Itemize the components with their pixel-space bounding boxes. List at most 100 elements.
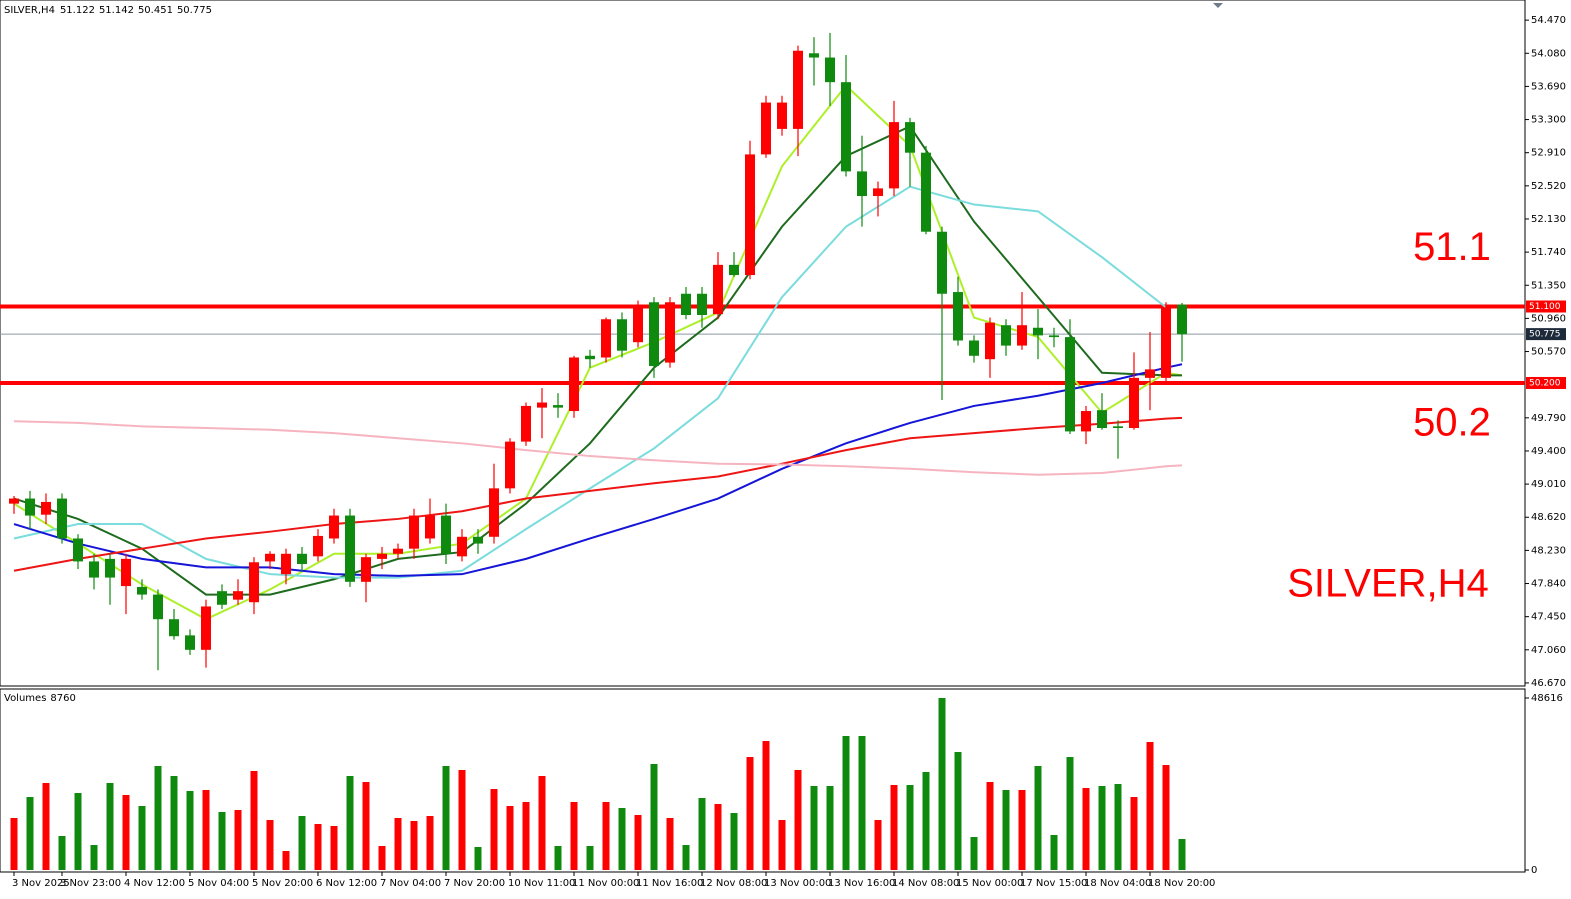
candle-body xyxy=(1145,369,1155,378)
volume-bar xyxy=(1146,742,1154,870)
volume-tick-label: 0 xyxy=(1531,865,1537,876)
x-tick-label: 4 Nov 12:00 xyxy=(124,878,185,889)
volume-bar xyxy=(778,819,786,870)
y-tick-label: 51.740 xyxy=(1531,247,1566,258)
ma-line xyxy=(13,185,1167,579)
x-tick-label: 14 Nov 08:00 xyxy=(892,878,959,889)
volume-bar xyxy=(474,846,482,870)
volume-bar xyxy=(1114,784,1122,870)
volume-bar xyxy=(282,851,290,870)
volume-bar xyxy=(506,805,514,870)
volume-bar xyxy=(1002,790,1010,870)
candle-body xyxy=(489,488,499,537)
volume-bar xyxy=(1082,788,1090,870)
volume-bar xyxy=(746,757,754,870)
volume-bar xyxy=(410,820,418,870)
candle-body xyxy=(665,302,675,363)
volume-bar xyxy=(490,788,498,870)
x-tick-label: 10 Nov 11:00 xyxy=(508,878,575,889)
candle-body xyxy=(873,188,883,197)
volume-bar xyxy=(1178,839,1186,870)
level-box xyxy=(1526,376,1566,389)
volume-bar xyxy=(378,845,386,870)
candle-body xyxy=(281,553,291,575)
volume-bar xyxy=(890,785,898,870)
y-tick-label: 52.520 xyxy=(1531,181,1566,192)
x-tick-label: 18 Nov 20:00 xyxy=(1148,878,1215,889)
candle-body xyxy=(393,548,403,554)
candle-body xyxy=(633,307,643,343)
candle-body xyxy=(265,553,275,562)
volume-bar xyxy=(538,776,546,870)
candle-body xyxy=(761,102,771,155)
volume-bar xyxy=(826,785,834,870)
x-tick-label: 11 Nov 00:00 xyxy=(572,878,639,889)
y-tick-label: 48.620 xyxy=(1531,512,1566,523)
volume-bar xyxy=(714,803,722,870)
candle-body xyxy=(585,355,595,360)
candle-body xyxy=(697,293,707,316)
x-tick-label: 7 Nov 20:00 xyxy=(444,878,505,889)
candle-body xyxy=(1033,327,1043,336)
last-high: 51.142 xyxy=(99,5,134,16)
volume-bar xyxy=(170,776,178,870)
candle-body xyxy=(105,558,115,578)
candle-body xyxy=(169,619,179,637)
candle-body xyxy=(1001,325,1011,346)
volume-bar xyxy=(298,816,306,870)
candle-body xyxy=(985,322,995,360)
level-box xyxy=(1526,300,1566,313)
candle-body xyxy=(457,536,467,557)
volume-bar xyxy=(154,765,162,870)
y-tick-label: 54.080 xyxy=(1531,48,1566,59)
candle-body xyxy=(1049,335,1059,338)
candle-body xyxy=(745,154,755,276)
y-tick-label: 47.840 xyxy=(1531,579,1566,590)
candle-body xyxy=(713,264,723,315)
x-tick-label: 3 Nov 23:00 xyxy=(60,878,121,889)
volume-bar xyxy=(842,736,850,870)
volume-bar xyxy=(122,794,130,870)
last-close: 50.775 xyxy=(177,5,212,16)
chart-header: SILVER,H4 51.122 51.142 50.451 50.775 xyxy=(4,5,212,16)
candle-body xyxy=(409,515,419,549)
x-tick-label: 3 Nov 2025 xyxy=(12,878,70,889)
volume-tick-label: 48616 xyxy=(1531,693,1563,704)
volume-bar xyxy=(522,802,530,870)
volume-bar xyxy=(186,791,194,870)
level-label: 50.200 xyxy=(1529,378,1561,388)
last-low: 50.451 xyxy=(138,5,173,16)
volume-bar xyxy=(730,813,738,870)
volume-bar xyxy=(458,770,466,870)
volume-bar xyxy=(218,811,226,870)
candle-body xyxy=(649,302,659,366)
candle-body xyxy=(505,441,515,489)
volume-bar xyxy=(442,765,450,870)
volume-bar xyxy=(698,797,706,870)
candle-body xyxy=(1081,411,1091,432)
candle-body xyxy=(1177,304,1187,335)
volume-bar xyxy=(1098,785,1106,870)
candle-body xyxy=(345,515,355,582)
candle-body xyxy=(681,293,691,316)
candle-body xyxy=(953,292,963,341)
last-volume: 8760 xyxy=(50,693,75,704)
candle-body xyxy=(905,122,915,153)
candle-body xyxy=(937,231,947,294)
volume-bar xyxy=(938,698,946,870)
y-tick-label: 53.690 xyxy=(1531,81,1566,92)
y-tick-label: 50.960 xyxy=(1531,313,1566,324)
candle-body xyxy=(73,538,83,562)
volume-bar xyxy=(138,805,146,870)
y-tick-label: 49.400 xyxy=(1531,446,1566,457)
y-tick-label: 54.470 xyxy=(1531,15,1566,26)
volume-bar xyxy=(586,845,594,870)
y-tick-label: 52.910 xyxy=(1531,148,1566,159)
candle-body xyxy=(185,635,195,650)
volume-bar xyxy=(1034,765,1042,870)
volume-bar xyxy=(346,776,354,870)
volume-bar xyxy=(954,751,962,870)
volume-bar xyxy=(90,845,98,870)
volume-bar xyxy=(602,802,610,870)
